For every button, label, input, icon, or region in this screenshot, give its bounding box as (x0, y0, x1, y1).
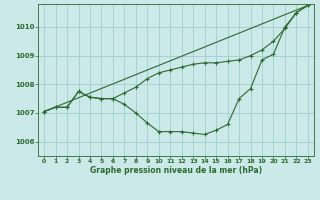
X-axis label: Graphe pression niveau de la mer (hPa): Graphe pression niveau de la mer (hPa) (90, 166, 262, 175)
